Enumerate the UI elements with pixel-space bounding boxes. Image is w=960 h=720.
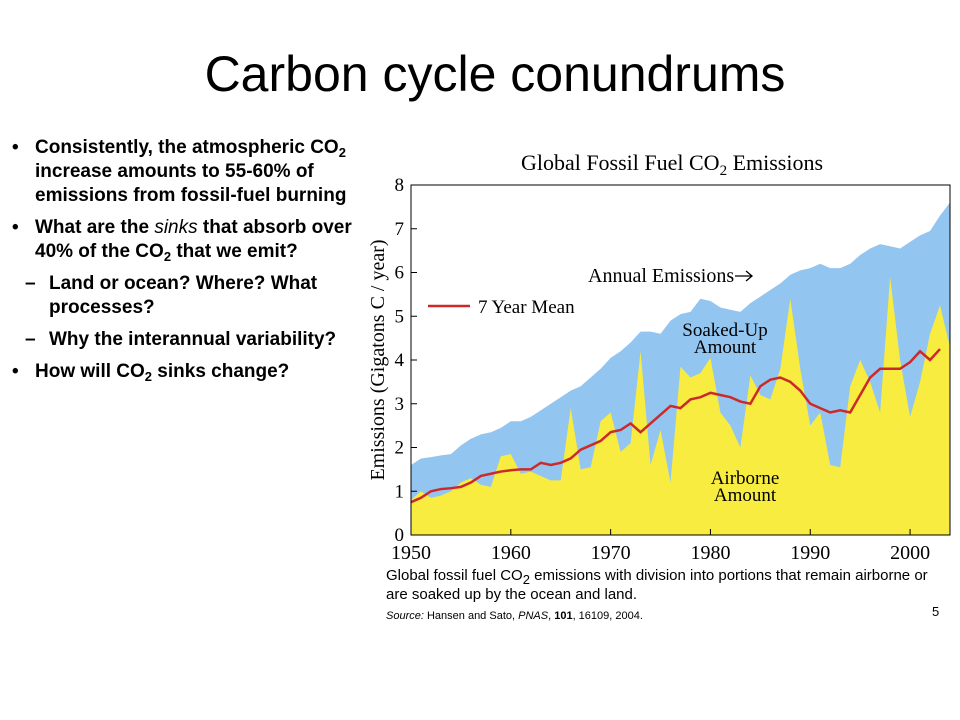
series-label: Annual Emissions [588, 265, 734, 287]
x-tick-label: 2000 [890, 542, 930, 564]
y-tick-label: 1 [395, 481, 405, 502]
series-label: Airborne Amount [710, 468, 780, 506]
y-tick-label: 7 [395, 219, 405, 240]
subscript: 2 [163, 249, 172, 264]
x-tick-label: 1970 [591, 542, 631, 564]
text: , 16109, 2004. [572, 610, 643, 622]
area [411, 276, 950, 535]
x-tick-label: 1980 [690, 542, 730, 564]
text: , [548, 610, 555, 622]
text: What are the [35, 217, 155, 238]
y-tick-label: 6 [395, 263, 405, 284]
text: emissions with division into portions th… [386, 567, 928, 603]
text: sinks [154, 217, 198, 238]
y-tick-label: 4 [395, 350, 405, 371]
sub-bullet: Land or ocean? Where? What processes? [0, 272, 352, 320]
text: Hansen and Sato, [423, 610, 519, 622]
y-tick-label: 2 [395, 438, 405, 459]
y-tick-label: 3 [395, 394, 405, 415]
sub-bullet: Why the interannual variability? [0, 328, 352, 352]
x-tick-label: 1950 [391, 542, 431, 564]
subscript: 2 [522, 572, 530, 587]
arrow [735, 270, 754, 282]
text: Land or ocean? Where? What processes? [49, 273, 318, 318]
x-tick-label: 1960 [491, 542, 531, 564]
text: Global fossil fuel CO [386, 567, 523, 584]
caption: Global fossil fuel CO2 emissions with di… [386, 566, 946, 604]
subscript: 2 [338, 145, 346, 160]
text: 101 [554, 610, 573, 622]
text: that absorb over 40% of the CO [35, 217, 352, 262]
subscript: 2 [144, 369, 153, 384]
y-tick-label: 8 [395, 175, 405, 196]
chart-title: Global Fossil Fuel CO2 Emissions [521, 150, 823, 179]
plot: 0 1 2 3 4 5 6 7 8 1950 1960 1970 1980 1990 2000 Annual … [391, 175, 951, 564]
y-tick-label: 5 [395, 306, 405, 327]
bullet: Consistently, the atmospheric CO2 increa… [12, 136, 352, 208]
bullet: What are the sinks that absorb over 40% … [12, 216, 352, 264]
subscript: 2 [720, 163, 728, 179]
text: Consistently, the atmospheric CO [35, 137, 339, 158]
bullets: Consistently, the atmospheric CO2 increa… [12, 136, 352, 392]
text: PNAS [518, 610, 549, 622]
source: Source: Hansen and Sato, PNAS, 101, 1610… [386, 610, 643, 622]
x-tick-label: 1990 [790, 542, 830, 564]
text: increase amounts to 55-60% of emissions … [35, 161, 347, 206]
text: Global Fossil Fuel CO [521, 150, 720, 175]
bullet: How will CO2 sinks change? [12, 360, 352, 384]
text: Why the interannual variability? [49, 329, 337, 350]
text: How will CO [35, 361, 145, 382]
page-number: 5 [932, 604, 940, 619]
slide-title: Carbon cycle conundrums [204, 46, 786, 102]
y-tick-label: 0 [395, 525, 405, 546]
line [410, 348, 941, 504]
text: Source: [386, 610, 424, 622]
text: Emissions [727, 150, 823, 175]
annotation: Soaked-Up Amount [682, 320, 768, 358]
y-axis-label: Emissions (Gigatons C / year) [367, 239, 389, 480]
text: that we emit? [171, 241, 298, 262]
series-label: 7 Year Mean [478, 297, 575, 318]
text: sinks change? [152, 361, 290, 382]
